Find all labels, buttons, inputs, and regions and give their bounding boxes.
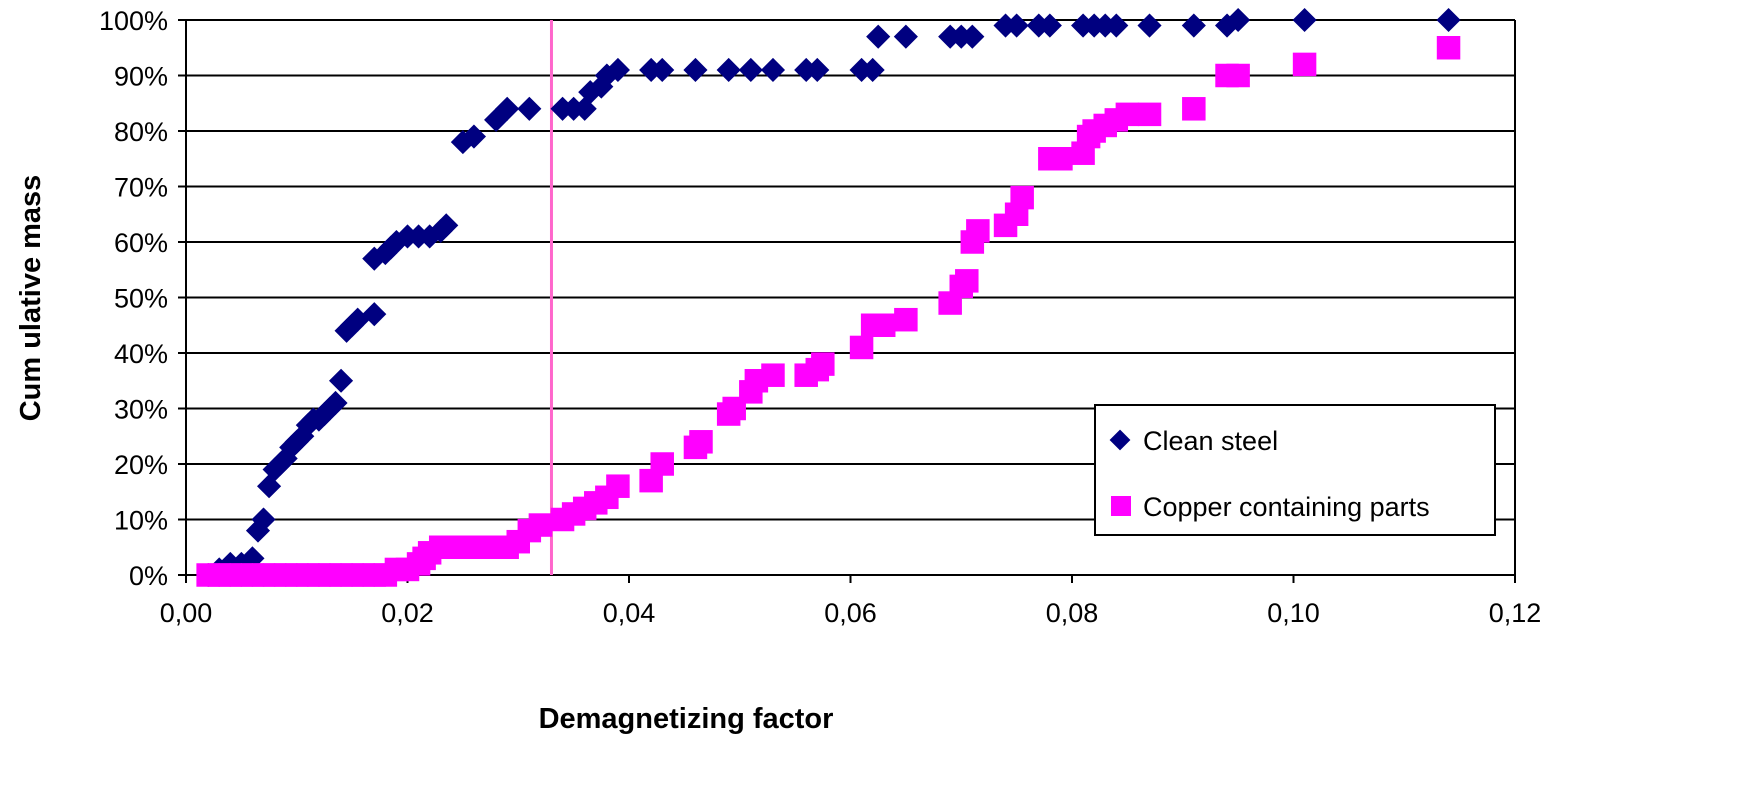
x-axis-title: Demagnetizing factor bbox=[539, 703, 834, 735]
point-clean-steel bbox=[960, 24, 985, 49]
point-copper-containing-parts bbox=[650, 452, 674, 476]
x-tick-label: 0,00 bbox=[160, 598, 213, 628]
point-clean-steel bbox=[251, 507, 276, 532]
point-clean-steel bbox=[805, 57, 830, 83]
y-tick-label: 0% bbox=[129, 561, 168, 591]
x-tick-label: 0,04 bbox=[603, 598, 656, 628]
point-copper-containing-parts bbox=[1226, 63, 1250, 88]
point-copper-containing-parts bbox=[849, 335, 874, 360]
x-tick-label: 0,12 bbox=[1489, 598, 1542, 628]
legend-label-clean-steel: Clean steel bbox=[1143, 426, 1278, 456]
y-tick-label: 60% bbox=[114, 228, 168, 258]
y-tick-label: 40% bbox=[114, 339, 168, 369]
x-tick-labels: 0,00 0,02 0,04 0,06 0,08 0,10 0,12 bbox=[160, 598, 1542, 628]
point-clean-steel bbox=[1181, 13, 1206, 38]
point-copper-containing-parts bbox=[1137, 102, 1162, 127]
point-clean-steel bbox=[434, 213, 459, 238]
point-copper-containing-parts bbox=[955, 269, 979, 293]
series-layer bbox=[196, 7, 1461, 588]
point-clean-steel bbox=[738, 57, 763, 83]
y-tick-label: 50% bbox=[114, 284, 168, 314]
point-clean-steel bbox=[495, 96, 520, 121]
point-clean-steel bbox=[605, 57, 630, 83]
legend-label-copper: Copper containing parts bbox=[1143, 492, 1430, 522]
y-tick-label: 20% bbox=[114, 450, 168, 480]
point-copper-containing-parts bbox=[811, 352, 835, 376]
point-copper-containing-parts bbox=[871, 313, 896, 337]
point-clean-steel bbox=[461, 124, 487, 149]
point-clean-steel bbox=[1292, 7, 1317, 33]
y-tick-label: 100% bbox=[99, 6, 168, 36]
point-clean-steel bbox=[328, 368, 354, 393]
point-clean-steel bbox=[866, 24, 891, 49]
point-clean-steel bbox=[1137, 13, 1162, 38]
point-clean-steel bbox=[760, 57, 786, 83]
point-copper-containing-parts bbox=[1292, 52, 1317, 77]
point-copper-containing-parts bbox=[1436, 36, 1461, 60]
point-clean-steel bbox=[860, 57, 885, 83]
y-tick-labels: 0% 10% 20% 30% 40% 50% 60% 70% 80% 90% 100% bbox=[99, 6, 168, 591]
legend-box bbox=[1094, 404, 1496, 536]
point-clean-steel bbox=[1226, 7, 1251, 33]
point-clean-steel bbox=[1037, 13, 1062, 38]
y-tick-label: 10% bbox=[114, 506, 168, 536]
point-copper-containing-parts bbox=[606, 474, 630, 498]
y-tick-label: 90% bbox=[114, 62, 168, 92]
point-clean-steel bbox=[517, 96, 542, 121]
point-clean-steel bbox=[362, 302, 387, 327]
point-clean-steel bbox=[257, 474, 282, 499]
point-clean-steel bbox=[650, 57, 675, 83]
x-tick-label: 0,08 bbox=[1046, 598, 1099, 628]
point-clean-steel bbox=[893, 24, 918, 49]
y-axis-title: Cum ulative mass bbox=[15, 175, 47, 422]
point-copper-containing-parts bbox=[1010, 185, 1034, 210]
point-clean-steel bbox=[716, 57, 741, 83]
series-copper-containing-parts bbox=[196, 36, 1461, 587]
legend-marker-clean-steel bbox=[1109, 429, 1131, 451]
point-clean-steel bbox=[323, 390, 348, 416]
point-clean-steel bbox=[1436, 7, 1461, 33]
point-copper-containing-parts bbox=[1115, 102, 1140, 127]
y-tick-label: 80% bbox=[114, 117, 168, 147]
point-copper-containing-parts bbox=[689, 430, 713, 454]
point-copper-containing-parts bbox=[1182, 97, 1206, 121]
point-clean-steel bbox=[1004, 13, 1029, 38]
point-copper-containing-parts bbox=[528, 513, 553, 537]
point-clean-steel bbox=[1104, 13, 1129, 38]
point-copper-containing-parts bbox=[966, 219, 990, 243]
y-tick-label: 70% bbox=[114, 173, 168, 203]
x-tick-label: 0,10 bbox=[1267, 598, 1320, 628]
x-tick-label: 0,02 bbox=[381, 598, 434, 628]
x-tick-label: 0,06 bbox=[824, 598, 877, 628]
point-copper-containing-parts bbox=[1049, 147, 1073, 171]
y-tick-label: 30% bbox=[114, 395, 168, 425]
legend-marker-copper bbox=[1111, 496, 1131, 516]
point-clean-steel bbox=[683, 57, 708, 83]
point-copper-containing-parts bbox=[894, 307, 918, 332]
legend: Clean steel Copper containing parts bbox=[1094, 404, 1496, 536]
point-copper-containing-parts bbox=[761, 363, 785, 387]
